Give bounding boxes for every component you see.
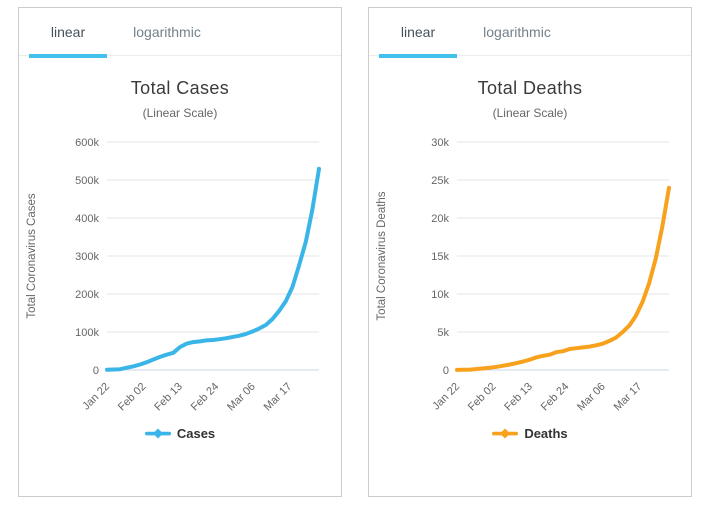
x-tick-label: Mar 17 xyxy=(262,381,295,414)
deaths-chart: 0 5k 10k 15k 20k 25k 30k Total Coronavirus Deat… xyxy=(376,137,671,414)
cases-legend-item[interactable]: Cases xyxy=(19,426,341,441)
y-axis-title: Total Coronavirus Deaths xyxy=(376,191,388,320)
tab-linear[interactable]: linear xyxy=(29,8,107,58)
y-tick-label: 10k xyxy=(431,289,449,301)
deaths-panel: linear logarithmic Total Deaths (Linear … xyxy=(368,7,692,497)
y-tick-label: 100k xyxy=(75,327,99,339)
y-axis-title: Total Coronavirus Cases xyxy=(26,193,38,319)
x-tick-label: Mar 17 xyxy=(612,381,645,414)
deaths-legend-marker-icon xyxy=(492,428,519,439)
chart-subtitle: (Linear Scale) xyxy=(142,106,218,120)
x-tick-label: Feb 24 xyxy=(539,381,572,414)
x-tick-label: Feb 02 xyxy=(466,381,499,414)
x-tick-label: Jan 22 xyxy=(80,381,112,413)
x-tick-label: Feb 13 xyxy=(152,381,185,414)
tab-linear[interactable]: linear xyxy=(379,8,457,58)
deaths-tab-bar: linear logarithmic xyxy=(369,8,691,58)
y-tick-label: 0 xyxy=(443,365,449,377)
y-tick-label: 15k xyxy=(431,251,449,263)
y-tick-label: 400k xyxy=(75,213,99,225)
chart-title: Total Deaths xyxy=(477,78,583,98)
x-tick-label: Feb 13 xyxy=(502,381,535,414)
x-tick-label: Mar 06 xyxy=(575,381,608,414)
y-tick-label: 0 xyxy=(93,365,99,377)
cases-panel: linear logarithmic Total Cases (Linear S… xyxy=(18,7,342,497)
x-tick-label: Jan 22 xyxy=(430,381,462,413)
cases-chart: 0 100k 200k 300k 400k 500k 600k Total Coronavir… xyxy=(26,137,321,414)
x-tick-label: Feb 24 xyxy=(189,381,222,414)
x-tick-label: Feb 02 xyxy=(116,381,149,414)
y-tick-label: 600k xyxy=(75,137,99,149)
deaths-legend-item[interactable]: Deaths xyxy=(369,426,691,441)
cases-legend-label: Cases xyxy=(176,426,216,441)
y-tick-label: 20k xyxy=(431,213,449,225)
y-tick-label: 500k xyxy=(75,175,99,187)
y-tick-label: 5k xyxy=(437,327,449,339)
y-tick-label: 25k xyxy=(431,175,449,187)
tab-logarithmic[interactable]: logarithmic xyxy=(107,8,227,55)
y-tick-label: 30k xyxy=(431,137,449,149)
deaths-line xyxy=(455,185,671,372)
cases-legend-marker-icon xyxy=(144,428,171,439)
tab-linear-label: linear xyxy=(400,23,436,40)
cases-line xyxy=(105,166,321,372)
y-tick-label: 300k xyxy=(75,251,99,263)
tab-logarithmic-label: logarithmic xyxy=(133,23,201,40)
cases-tab-bar: linear logarithmic xyxy=(19,8,341,58)
chart-subtitle: (Linear Scale) xyxy=(492,106,568,120)
tab-logarithmic[interactable]: logarithmic xyxy=(457,8,577,55)
y-tick-label: 200k xyxy=(75,289,99,301)
x-tick-label: Mar 06 xyxy=(225,381,258,414)
tab-linear-label: linear xyxy=(50,23,86,40)
deaths-legend-label: Deaths xyxy=(524,426,568,441)
tab-logarithmic-label: logarithmic xyxy=(483,23,551,40)
chart-title: Total Cases xyxy=(130,78,230,98)
